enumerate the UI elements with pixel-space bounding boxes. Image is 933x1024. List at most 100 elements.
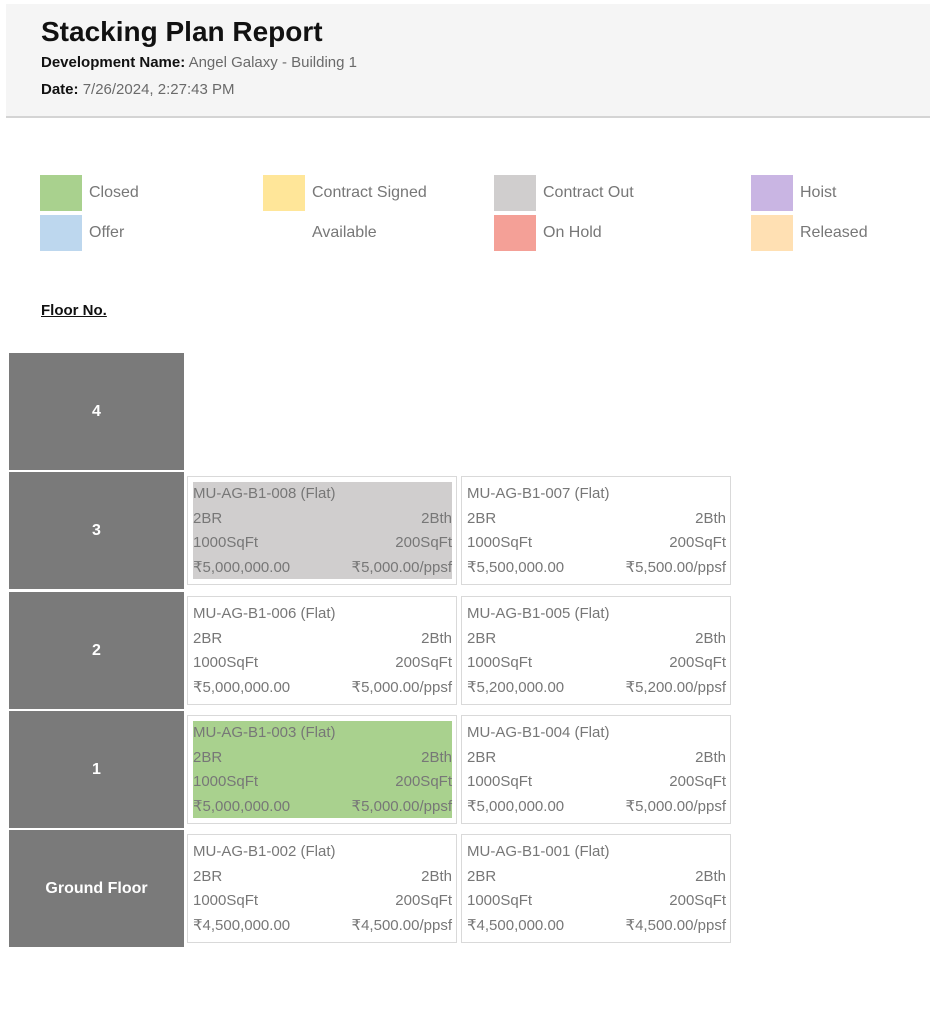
- unit-baths: 2Bth: [421, 629, 452, 647]
- unit-area-row: 1000SqFt 200SqFt: [193, 651, 452, 676]
- unit-id: MU-AG-B1-003 (Flat): [193, 724, 336, 741]
- unit-id: MU-AG-B1-007 (Flat): [467, 485, 610, 502]
- unit-baths: 2Bth: [421, 867, 452, 885]
- unit-beds: 2BR: [193, 509, 223, 527]
- unit-area: 1000SqFt: [193, 654, 259, 671]
- unit-extra-area: 200SqFt: [669, 773, 726, 790]
- unit-card-body: MU-AG-B1-008 (Flat) 2BR 2Bth 1000SqFt 200S…: [193, 482, 452, 579]
- unit-extra-area: 200SqFt: [669, 534, 726, 551]
- unit-card[interactable]: MU-AG-B1-008 (Flat) 2BR 2Bth 1000SqFt 200S…: [187, 476, 457, 585]
- unit-area-row: 1000SqFt 200SqFt: [467, 651, 726, 676]
- unit-card-body: MU-AG-B1-007 (Flat) 2BR 2Bth 1000SqFt 200S…: [467, 482, 726, 579]
- unit-baths: 2Bth: [695, 629, 726, 647]
- floor-label-ground: Ground Floor: [9, 830, 184, 947]
- unit-id-row: MU-AG-B1-008 (Flat): [193, 482, 452, 507]
- unit-area-row: 1000SqFt 200SqFt: [193, 531, 452, 556]
- floor-label-1: 1: [9, 711, 184, 828]
- unit-card[interactable]: MU-AG-B1-004 (Flat) 2BR 2Bth 1000SqFt 200S…: [461, 715, 731, 824]
- unit-baths: 2Bth: [695, 867, 726, 885]
- unit-extra-area: 200SqFt: [395, 773, 452, 790]
- unit-price-row: ₹5,000,000.00 ₹5,000.00/ppsf: [467, 795, 726, 820]
- unit-card-body: MU-AG-B1-006 (Flat) 2BR 2Bth 1000SqFt 200S…: [193, 602, 452, 699]
- unit-price: ₹5,000,000.00: [193, 678, 291, 696]
- floor-label-3: 3: [9, 472, 184, 589]
- unit-price-row: ₹5,500,000.00 ₹5,500.00/ppsf: [467, 556, 726, 581]
- unit-price-row: ₹5,000,000.00 ₹5,000.00/ppsf: [193, 676, 452, 701]
- unit-id: MU-AG-B1-005 (Flat): [467, 605, 610, 622]
- legend-label: Contract Signed: [312, 184, 427, 201]
- unit-id-row: MU-AG-B1-005 (Flat): [467, 602, 726, 627]
- unit-ppsf: ₹5,200.00/ppsf: [625, 678, 726, 696]
- unit-card[interactable]: MU-AG-B1-003 (Flat) 2BR 2Bth 1000SqFt 200S…: [187, 715, 457, 824]
- development-name: Development Name: Angel Galaxy - Buildin…: [41, 54, 357, 71]
- unit-beds: 2BR: [193, 748, 223, 766]
- legend-swatch: [751, 175, 793, 211]
- unit-rooms-row: 2BR 2Bth: [193, 865, 452, 890]
- unit-baths: 2Bth: [695, 509, 726, 527]
- unit-price-row: ₹5,000,000.00 ₹5,000.00/ppsf: [193, 795, 452, 820]
- unit-extra-area: 200SqFt: [669, 892, 726, 909]
- unit-id: MU-AG-B1-008 (Flat): [193, 485, 336, 502]
- unit-beds: 2BR: [193, 629, 223, 647]
- unit-price-row: ₹5,200,000.00 ₹5,200.00/ppsf: [467, 676, 726, 701]
- unit-ppsf: ₹5,000.00/ppsf: [625, 797, 726, 815]
- unit-beds: 2BR: [467, 509, 497, 527]
- unit-price-row: ₹4,500,000.00 ₹4,500.00/ppsf: [467, 914, 726, 939]
- legend-label: Contract Out: [543, 184, 634, 201]
- unit-price: ₹5,200,000.00: [467, 678, 565, 696]
- unit-ppsf: ₹5,500.00/ppsf: [625, 558, 726, 576]
- unit-area: 1000SqFt: [193, 534, 259, 551]
- legend-swatch: [40, 215, 82, 251]
- unit-card-body: MU-AG-B1-004 (Flat) 2BR 2Bth 1000SqFt 200S…: [467, 721, 726, 818]
- unit-baths: 2Bth: [421, 748, 452, 766]
- unit-area-row: 1000SqFt 200SqFt: [467, 531, 726, 556]
- unit-id-row: MU-AG-B1-006 (Flat): [193, 602, 452, 627]
- unit-area-row: 1000SqFt 200SqFt: [467, 770, 726, 795]
- legend-label: On Hold: [543, 224, 602, 241]
- legend-label: Released: [800, 224, 868, 241]
- development-name-value: Angel Galaxy - Building 1: [188, 54, 357, 71]
- unit-area-row: 1000SqFt 200SqFt: [467, 889, 726, 914]
- unit-price: ₹5,000,000.00: [467, 797, 565, 815]
- unit-price: ₹5,500,000.00: [467, 558, 565, 576]
- unit-area-row: 1000SqFt 200SqFt: [193, 770, 452, 795]
- unit-id: MU-AG-B1-006 (Flat): [193, 605, 336, 622]
- unit-rooms-row: 2BR 2Bth: [467, 627, 726, 652]
- unit-card[interactable]: MU-AG-B1-002 (Flat) 2BR 2Bth 1000SqFt 200S…: [187, 834, 457, 943]
- report-date: Date: 7/26/2024, 2:27:43 PM: [41, 81, 234, 98]
- legend-label: Offer: [89, 224, 125, 241]
- unit-beds: 2BR: [193, 867, 223, 885]
- unit-price: ₹4,500,000.00: [467, 916, 565, 934]
- unit-ppsf: ₹5,000.00/ppsf: [351, 797, 452, 815]
- report-date-label: Date:: [41, 81, 79, 98]
- unit-rooms-row: 2BR 2Bth: [467, 746, 726, 771]
- unit-id-row: MU-AG-B1-001 (Flat): [467, 840, 726, 865]
- legend-label: Hoist: [800, 184, 837, 201]
- unit-card[interactable]: MU-AG-B1-006 (Flat) 2BR 2Bth 1000SqFt 200S…: [187, 596, 457, 705]
- unit-ppsf: ₹4,500.00/ppsf: [625, 916, 726, 934]
- unit-rooms-row: 2BR 2Bth: [193, 627, 452, 652]
- unit-area: 1000SqFt: [467, 773, 533, 790]
- legend-label: Closed: [89, 184, 139, 201]
- unit-ppsf: ₹5,000.00/ppsf: [351, 558, 452, 576]
- unit-rooms-row: 2BR 2Bth: [467, 507, 726, 532]
- unit-beds: 2BR: [467, 748, 497, 766]
- floor-label-4: 4: [9, 353, 184, 470]
- unit-id-row: MU-AG-B1-003 (Flat): [193, 721, 452, 746]
- unit-price-row: ₹5,000,000.00 ₹5,000.00/ppsf: [193, 556, 452, 581]
- unit-card[interactable]: MU-AG-B1-001 (Flat) 2BR 2Bth 1000SqFt 200S…: [461, 834, 731, 943]
- report-title: Stacking Plan Report: [41, 16, 323, 47]
- development-name-label: Development Name:: [41, 54, 186, 71]
- legend-swatch: [494, 175, 536, 211]
- unit-id-row: MU-AG-B1-004 (Flat): [467, 721, 726, 746]
- unit-area: 1000SqFt: [193, 773, 259, 790]
- unit-ppsf: ₹5,000.00/ppsf: [351, 678, 452, 696]
- unit-baths: 2Bth: [695, 748, 726, 766]
- unit-id-row: MU-AG-B1-002 (Flat): [193, 840, 452, 865]
- legend-label: Available: [312, 224, 377, 241]
- report-header: Stacking Plan Report Development Name: A…: [6, 4, 930, 118]
- unit-card-body: MU-AG-B1-002 (Flat) 2BR 2Bth 1000SqFt 200S…: [193, 840, 452, 937]
- unit-card[interactable]: MU-AG-B1-005 (Flat) 2BR 2Bth 1000SqFt 200S…: [461, 596, 731, 705]
- unit-card[interactable]: MU-AG-B1-007 (Flat) 2BR 2Bth 1000SqFt 200S…: [461, 476, 731, 585]
- unit-extra-area: 200SqFt: [395, 654, 452, 671]
